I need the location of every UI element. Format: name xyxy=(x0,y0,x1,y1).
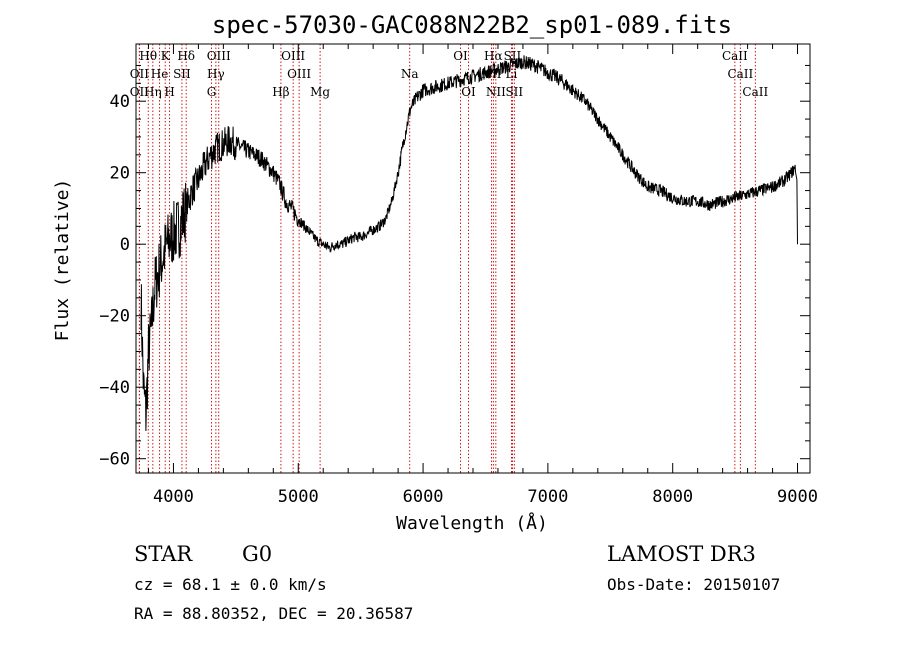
line-label-8: Hδ xyxy=(177,49,195,63)
y-axis: −60 −40 −20 0 20 40 xyxy=(99,64,810,470)
spectral-subclass: G0 xyxy=(242,542,272,566)
x-tick-label: 6000 xyxy=(403,487,444,507)
line-label-21: NII xyxy=(486,85,506,99)
y-tick-label: 20 xyxy=(110,164,130,184)
line-label-12: Hβ xyxy=(272,85,289,99)
line-label-11: G xyxy=(207,85,217,99)
line-label-18: OI xyxy=(461,85,476,99)
y-tick-label: 40 xyxy=(110,92,130,112)
x-tick-label: 7000 xyxy=(527,487,568,507)
y-tick-label: 0 xyxy=(120,235,130,255)
x-tick-label: 8000 xyxy=(652,487,693,507)
line-label-2: OII xyxy=(130,85,150,99)
observation-date: Obs-Date: 20150107 xyxy=(607,575,780,594)
x-axis-label: Wavelength (Å) xyxy=(396,512,548,534)
line-label-3: He xyxy=(151,67,169,81)
y-tick-label: −60 xyxy=(99,450,130,470)
object-class: STAR xyxy=(134,542,193,566)
line-label-24: SII xyxy=(505,85,523,99)
line-label-14: OIII xyxy=(287,67,311,81)
line-label-10: Hγ xyxy=(207,67,225,81)
line-label-9: OIII xyxy=(207,49,231,63)
survey-name: LAMOST DR3 xyxy=(607,542,756,566)
plot-frame xyxy=(135,43,811,474)
line-label-6: H xyxy=(164,85,174,99)
line-label-15: Mg xyxy=(310,85,330,99)
line-label-5: K xyxy=(161,49,171,63)
y-tick-label: −20 xyxy=(99,307,130,327)
y-axis-label: Flux (relative) xyxy=(52,179,73,342)
x-tick-label: 9000 xyxy=(777,487,818,507)
coordinates-text: RA = 88.80352, DEC = 20.36587 xyxy=(134,604,413,623)
line-label-26: CaII xyxy=(727,67,753,81)
line-label-0: Hθ xyxy=(139,49,157,63)
x-tick-label: 5000 xyxy=(278,487,319,507)
line-label-16: Na xyxy=(401,67,419,81)
line-label-4: Hη xyxy=(144,85,162,99)
y-tick-label: −40 xyxy=(99,378,130,398)
line-label-25: CaII xyxy=(722,49,748,63)
line-label-23: Li xyxy=(506,67,518,81)
x-axis: 4000 5000 6000 7000 8000 9000 xyxy=(147,44,818,507)
line-label-22: SII xyxy=(504,49,522,63)
line-label-1: OII xyxy=(130,67,150,81)
x-tick-label: 4000 xyxy=(153,487,194,507)
chart-title: spec-57030-GAC088N22B2_sp01-089.fits xyxy=(212,11,732,39)
line-label-17: OI xyxy=(453,49,468,63)
spectral-line-markers xyxy=(138,44,756,473)
line-label-13: OIII xyxy=(281,49,305,63)
spectrum-line xyxy=(140,55,798,432)
line-label-7: SII xyxy=(173,67,191,81)
redshift-text: cz = 68.1 ± 0.0 km/s xyxy=(134,575,327,594)
line-label-19: Hα xyxy=(484,49,503,63)
line-label-27: CaII xyxy=(742,85,768,99)
